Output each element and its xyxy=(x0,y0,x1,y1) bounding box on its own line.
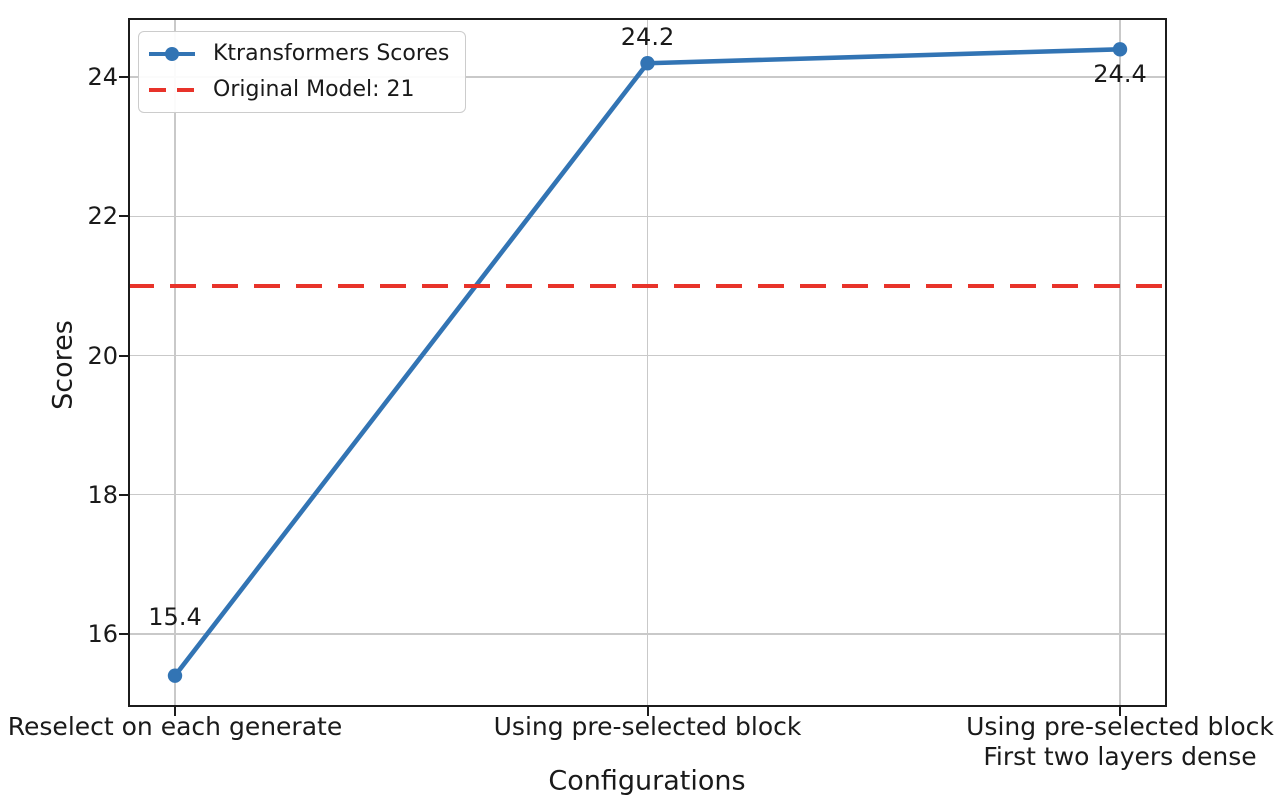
gridline-vertical xyxy=(174,18,176,707)
x-tick-label-3: Using pre-selected block First two layer… xyxy=(966,712,1274,772)
legend-label: Original Model: 21 xyxy=(213,77,415,102)
y-tick-mark xyxy=(119,493,128,496)
legend-entry-ktransformers: Ktransformers Scores xyxy=(149,41,449,67)
y-tick-mark xyxy=(119,76,128,79)
data-point-label: 24.4 xyxy=(1093,60,1147,89)
plot-area: Ktransformers Scores Original Model: 21 … xyxy=(128,18,1167,707)
x-tick-label-line: First two layers dense xyxy=(983,742,1257,771)
x-tick-label-1: Reselect on each generate xyxy=(8,712,342,742)
y-tick-label: 18 xyxy=(87,480,118,509)
x-tick-mark xyxy=(1119,707,1121,716)
y-tick-label: 16 xyxy=(87,619,118,648)
x-tick-mark xyxy=(174,707,176,716)
x-tick-label-line: Using pre-selected block xyxy=(966,712,1274,741)
y-tick-label: 22 xyxy=(87,202,118,231)
x-tick-label-line: Using pre-selected block xyxy=(493,712,802,741)
y-tick-label: 20 xyxy=(87,341,118,370)
line-sample-icon xyxy=(149,47,195,61)
y-tick-mark xyxy=(119,215,128,218)
data-point-marker xyxy=(1112,42,1128,57)
x-tick-label-line: Reselect on each generate xyxy=(7,712,343,741)
reference-line-original-model xyxy=(128,283,1167,289)
data-point-label: 15.4 xyxy=(148,602,202,631)
data-point-label: 24.2 xyxy=(620,23,675,52)
y-tick-mark xyxy=(119,632,128,635)
gridline-vertical xyxy=(1119,18,1121,707)
y-tick-label: 24 xyxy=(87,63,118,92)
legend-label: Ktransformers Scores xyxy=(213,41,450,66)
series-line-ktransformers xyxy=(167,42,1128,683)
gridline-vertical xyxy=(646,18,649,707)
x-tick-mark xyxy=(646,707,649,716)
circle-marker-icon xyxy=(165,47,179,61)
x-axis-label: Configurations xyxy=(548,765,746,797)
data-point-marker xyxy=(640,56,655,71)
y-tick-mark xyxy=(119,354,128,357)
legend-entry-original-model: Original Model: 21 xyxy=(149,77,449,103)
legend: Ktransformers Scores Original Model: 21 xyxy=(138,31,467,113)
dashed-line-sample-icon xyxy=(149,87,195,93)
data-point-marker xyxy=(167,668,183,683)
x-tick-label-2: Using pre-selected block xyxy=(494,712,802,742)
